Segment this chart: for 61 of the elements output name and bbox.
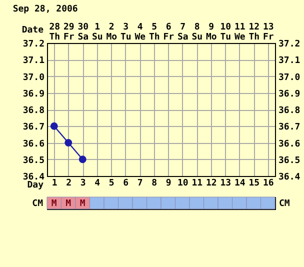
- y-tick-label: 37.1: [22, 56, 44, 66]
- x-tick-label: 8: [152, 178, 158, 188]
- y2-tick-label: 36.5: [278, 156, 300, 166]
- y2-tick-label: 37.1: [278, 56, 300, 66]
- x-tick-label: 16: [262, 178, 274, 188]
- x-tick-label: 2: [66, 178, 72, 188]
- x-tick-label: 15: [248, 178, 260, 188]
- x-tick-label: 12: [206, 178, 217, 188]
- x2-tick-label: 9 Mo: [206, 22, 217, 42]
- text: M: [66, 199, 72, 209]
- point: [64, 139, 72, 146]
- x2-tick-label: 6 Fr: [163, 22, 175, 42]
- point: [78, 156, 86, 164]
- x-tick-label: 5: [108, 178, 114, 188]
- y-tick-label: 36.9: [22, 89, 44, 100]
- text: CM: [32, 199, 43, 209]
- x-tick-label: 14: [234, 178, 246, 188]
- x2-tick-label: 13 Fr: [262, 22, 274, 42]
- x2-tick-label: 30 Sa: [78, 22, 89, 42]
- x-tick-label: 6: [123, 178, 129, 188]
- x2-tick-label: 28 Th: [49, 22, 60, 42]
- text: M: [51, 199, 58, 209]
- x2-tick-label: 11 We: [234, 22, 246, 42]
- y2-tick-label: 36.6: [278, 139, 300, 150]
- x2-tick-label: 8 Su: [192, 22, 203, 42]
- x2-tick-label: 3 Tu: [120, 22, 132, 42]
- x-axis-title: Day: [27, 180, 44, 190]
- y-tick-label: 36.8: [22, 106, 44, 116]
- y-tick-label: 37.2: [22, 40, 44, 50]
- x2-tick-label: 7 Sa: [177, 22, 188, 42]
- x-tick-label: 4: [94, 178, 101, 188]
- y2-tick-label: 36.4: [278, 172, 301, 182]
- text: M: [80, 199, 86, 209]
- x2-axis-title: Date: [22, 26, 44, 36]
- x2-tick-label: 29 Fr: [63, 22, 75, 42]
- x-tick-label: 1: [52, 178, 58, 188]
- chart-title: Sep 28, 2006: [12, 4, 78, 14]
- x2-tick-label: 1 Su: [92, 22, 103, 42]
- y-tick-label: 36.4: [22, 172, 46, 182]
- text: CM: [279, 199, 290, 209]
- y2-tick-label: 36.7: [278, 122, 300, 133]
- x2-tick-label: 2 Mo: [106, 22, 118, 42]
- point: [50, 122, 58, 130]
- x2-tick-label: 5 Th: [148, 22, 160, 42]
- y-tick-label: 36.5: [22, 156, 44, 166]
- y2-tick-label: 37.0: [278, 72, 300, 83]
- x-tick-label: 3: [80, 178, 86, 188]
- y2-tick-label: 36.9: [278, 89, 300, 100]
- y2-tick-label: 37.2: [278, 40, 300, 50]
- x-tick-label: 7: [137, 178, 143, 188]
- y-tick-label: 36.7: [22, 122, 44, 133]
- x-tick-label: 11: [192, 178, 203, 188]
- x2-tick-label: 12 Th: [248, 22, 260, 42]
- x2-tick-label: 10 Tu: [220, 22, 232, 42]
- x-tick-label: 13: [220, 178, 232, 188]
- x-tick-label: 9: [166, 178, 172, 188]
- y-tick-label: 36.6: [22, 139, 44, 150]
- y2-tick-label: 36.8: [278, 106, 300, 116]
- x-tick-label: 10: [177, 178, 188, 188]
- y-tick-label: 37.0: [22, 72, 44, 83]
- x2-tick-label: 4 We: [134, 22, 146, 42]
